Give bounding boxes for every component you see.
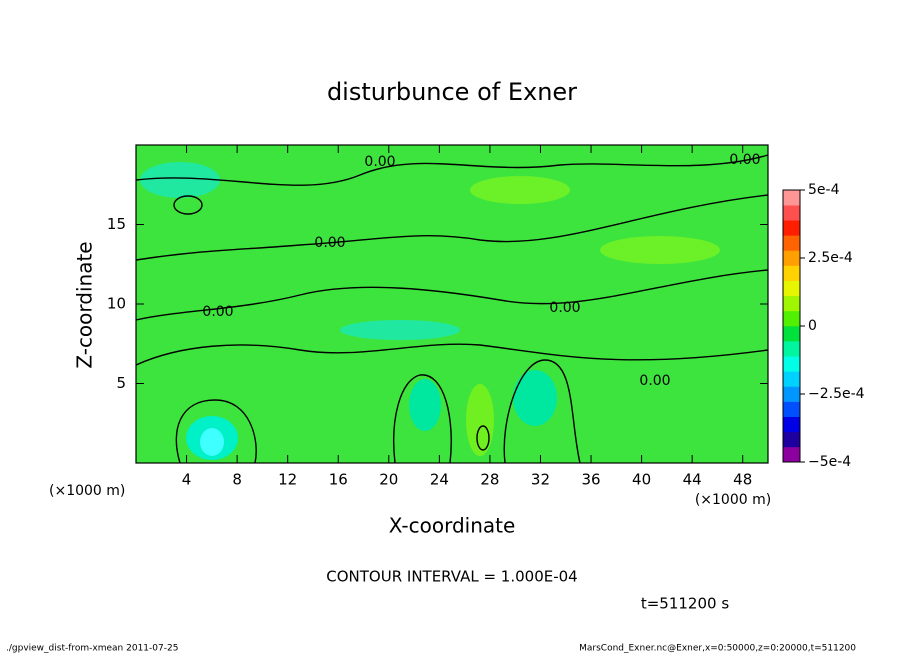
colorbar-tick-label: −5e-4 <box>808 454 851 470</box>
colorbar-segment <box>783 205 800 221</box>
colorbar-segment <box>783 386 800 402</box>
field-region <box>200 428 224 456</box>
colorbar-tick-label: 0 <box>808 318 817 334</box>
footer-right: MarsCond_Exner.nc@Exner,x=0:50000,z=0:20… <box>579 644 856 654</box>
colorbar-tick-label: 2.5e-4 <box>808 250 853 266</box>
x-tick-label: 24 <box>430 471 449 489</box>
contour-line <box>135 194 769 261</box>
colorbar-segment <box>783 416 800 433</box>
x-tick-label: 4 <box>182 471 192 489</box>
contour-label: 0.00 <box>639 373 670 389</box>
colorbar-segment <box>783 220 800 236</box>
colorbar-segment <box>783 250 800 266</box>
field-region <box>140 162 220 198</box>
x-tick-label: 40 <box>632 471 651 489</box>
field-region <box>470 176 570 204</box>
colorbar-segment <box>783 371 800 387</box>
field-region <box>466 384 494 456</box>
y-tick-label: 10 <box>107 295 126 313</box>
x-tick-label: 36 <box>581 471 600 489</box>
contour-label: 0.00 <box>549 300 580 316</box>
colorbar-segment <box>783 310 800 327</box>
chart-title: disturbunce of Exner <box>327 78 577 106</box>
contour-line <box>135 343 769 366</box>
colorbar-segment <box>783 326 800 342</box>
x-unit: (×1000 m) <box>49 483 125 499</box>
x-tick-label: 12 <box>278 471 297 489</box>
field-region <box>409 379 441 431</box>
field-region <box>513 370 557 426</box>
colorbar-segment <box>783 431 800 448</box>
x-tick-label: 32 <box>531 471 550 489</box>
x-tick-label: 20 <box>379 471 398 489</box>
contour-label: 0.00 <box>364 154 395 170</box>
contour-line <box>135 269 769 321</box>
x-tick-label: 44 <box>683 471 702 489</box>
colorbar-segment <box>783 235 800 251</box>
x-unit: (×1000 m) <box>695 492 771 508</box>
y-tick-label: 5 <box>116 374 126 392</box>
x-tick-label: 48 <box>733 471 752 489</box>
contour-label: 0.00 <box>314 235 345 251</box>
field-region <box>340 320 460 340</box>
contour-line <box>175 399 257 464</box>
contour-label: 0.00 <box>729 152 760 168</box>
colorbar-segment <box>783 280 800 297</box>
colorbar-segment <box>783 341 800 357</box>
contour-line <box>503 359 581 464</box>
colorbar-segment <box>783 295 800 312</box>
x-tick-label: 28 <box>480 471 499 489</box>
contour-line <box>173 195 203 215</box>
contour-interval: CONTOUR INTERVAL = 1.000E-04 <box>326 568 577 586</box>
x-tick-label: 8 <box>232 471 242 489</box>
contour-line <box>135 154 769 186</box>
colorbar-segment <box>783 265 800 281</box>
y-tick-label: 15 <box>107 215 126 233</box>
contour-field <box>135 145 769 464</box>
field-region <box>600 236 720 264</box>
contour-line <box>476 425 490 451</box>
x-axis-label: X-coordinate <box>389 514 516 538</box>
colorbar-segment <box>783 401 800 417</box>
colorbar-segment <box>783 446 800 463</box>
footer-left: ./gpview_dist-from-xmean 2011-07-25 <box>6 644 178 654</box>
colorbar-segment <box>783 190 800 206</box>
y-axis-label: Z-coordinate <box>73 241 97 368</box>
time-label: t=511200 s <box>641 595 729 613</box>
contour-label: 0.00 <box>202 304 233 320</box>
x-tick-label: 16 <box>329 471 348 489</box>
colorbar-segment <box>783 356 800 372</box>
colorbar-tick-label: −2.5e-4 <box>808 386 865 402</box>
contour-line <box>393 374 452 464</box>
colorbar-tick-label: 5e-4 <box>808 182 840 198</box>
